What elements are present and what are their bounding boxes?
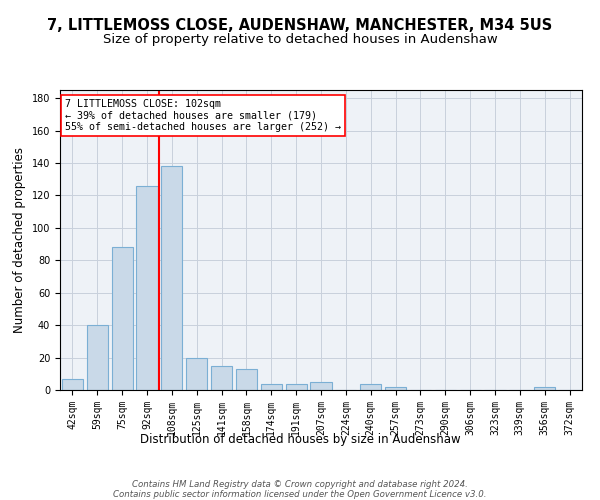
Bar: [236, 369, 257, 390]
Text: Size of property relative to detached houses in Audenshaw: Size of property relative to detached ho…: [103, 32, 497, 46]
Bar: [286, 384, 307, 390]
Y-axis label: Number of detached properties: Number of detached properties: [13, 147, 26, 333]
Bar: [161, 166, 182, 390]
Bar: [62, 378, 83, 390]
Bar: [136, 186, 158, 390]
Bar: [534, 387, 555, 390]
Bar: [385, 387, 406, 390]
Text: 7, LITTLEMOSS CLOSE, AUDENSHAW, MANCHESTER, M34 5US: 7, LITTLEMOSS CLOSE, AUDENSHAW, MANCHEST…: [47, 18, 553, 32]
Text: Contains HM Land Registry data © Crown copyright and database right 2024.
Contai: Contains HM Land Registry data © Crown c…: [113, 480, 487, 500]
Bar: [211, 366, 232, 390]
Bar: [87, 325, 108, 390]
Bar: [360, 384, 381, 390]
Bar: [186, 358, 207, 390]
Text: 7 LITTLEMOSS CLOSE: 102sqm
← 39% of detached houses are smaller (179)
55% of sem: 7 LITTLEMOSS CLOSE: 102sqm ← 39% of deta…: [65, 99, 341, 132]
Bar: [310, 382, 332, 390]
Bar: [112, 248, 133, 390]
Text: Distribution of detached houses by size in Audenshaw: Distribution of detached houses by size …: [140, 432, 460, 446]
Bar: [261, 384, 282, 390]
